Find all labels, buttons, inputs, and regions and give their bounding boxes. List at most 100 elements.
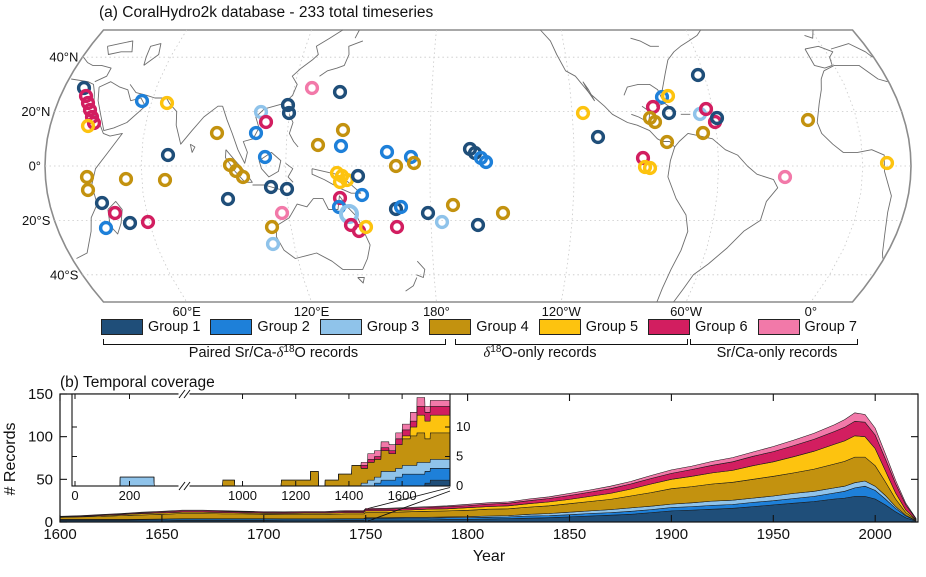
record-markers: [76, 67, 895, 252]
inset-chart: 0 200 1000 1200 1400 1600 0 5 10: [71, 389, 470, 503]
map-marker-group-4: [310, 137, 326, 153]
map-marker-group-1: [94, 195, 110, 211]
map-marker-group-5: [332, 174, 348, 190]
map-marker-group-1: [332, 84, 348, 100]
map-marker-group-2: [257, 149, 273, 165]
x-tick-label: 1950: [757, 526, 790, 543]
legend-category-label-2: δ18O-only records: [483, 344, 597, 361]
map-marker-group-5: [159, 95, 175, 111]
map-marker-group-6: [332, 190, 348, 206]
map-marker-group-1: [709, 110, 725, 126]
legend-item-group-4: Group 4: [429, 319, 529, 335]
map-marker-group-4: [157, 172, 173, 188]
map-marker-group-5: [80, 118, 96, 134]
x-tick-label: 1700: [247, 526, 280, 543]
legend-category-label-1: Paired Sr/Ca-δ18O records: [188, 344, 359, 361]
world-map: 40°N 20°N 0° 20°S 40°S 60°E 120°E 180° 120°W 60°W…: [21, 29, 912, 319]
legend-label: Group 5: [585, 319, 639, 335]
map-marker-group-1: [661, 105, 677, 121]
map-marker-group-2: [134, 93, 150, 109]
map-marker-group-6: [698, 101, 714, 117]
coastlines: [71, 29, 892, 303]
legend-bracket-2: [455, 339, 688, 345]
map-marker-group-1: [263, 179, 279, 195]
map-marker-group-7: [274, 205, 290, 221]
x-tick-label: 2000: [859, 526, 892, 543]
x-tick-label: 1650: [145, 526, 178, 543]
map-marker-group-6: [82, 102, 98, 118]
x-axis-label: Year: [473, 548, 506, 565]
map-marker-group-6: [140, 214, 156, 230]
y-tick-label: 150: [28, 386, 53, 403]
legend-bracket-3: [690, 339, 858, 345]
inset-y-tick-label: 10: [456, 419, 470, 434]
map-marker-group-4: [118, 171, 134, 187]
map-marker-group-3: [265, 236, 281, 252]
legend-item-group-3: Group 3: [319, 319, 420, 335]
temporal-coverage-chart: 1600 1650 1700 1750 1800 1850 1900 1950 20000501…: [28, 386, 919, 543]
map-lat-tick-label: 40°N: [49, 50, 78, 65]
legend-swatch-group-3: [319, 319, 362, 335]
map-marker-group-2: [248, 125, 264, 141]
legend-label: Group 3: [366, 319, 420, 335]
map-marker-group-5: [358, 219, 374, 235]
legend-item-group-7: Group 7: [757, 319, 857, 335]
map-marker-group-6: [78, 88, 94, 104]
map-marker-group-2: [478, 154, 494, 170]
legend-item-group-5: Group 5: [538, 319, 639, 335]
map-marker-group-1: [160, 147, 176, 163]
map-lat-tick-label: 0°: [29, 159, 41, 174]
map-marker-group-4: [80, 182, 96, 198]
map-marker-group-1: [690, 67, 706, 83]
map-marker-group-4: [388, 158, 404, 174]
map-marker-group-4: [79, 169, 95, 185]
map-marker-group-4: [695, 125, 711, 141]
map-lon-tick-label: 180°: [423, 304, 450, 319]
legend-label: Group 7: [804, 319, 857, 335]
map-marker-group-4: [659, 134, 675, 150]
map-marker-group-7: [777, 169, 793, 185]
map-marker-group-5: [575, 105, 591, 121]
y-tick-label: 50: [36, 471, 53, 488]
legend-label: Group 2: [257, 319, 310, 335]
inset-y-tick-label: 5: [456, 449, 463, 464]
map-marker-group-4: [335, 122, 351, 138]
map-marker-group-4: [406, 155, 422, 171]
temporal-panel-title: (b) Temporal coverage: [60, 374, 215, 391]
inset-x-tick-label: 0: [71, 488, 78, 503]
x-tick-label: 1750: [349, 526, 382, 543]
map-marker-group-6: [258, 114, 274, 130]
map-marker-group-3: [434, 214, 450, 230]
map-marker-group-2: [333, 138, 349, 154]
inset-x-tick-label: 200: [119, 488, 141, 503]
map-marker-group-7: [304, 80, 320, 96]
map-marker-group-4: [495, 205, 511, 221]
legend-item-group-6: Group 6: [648, 319, 748, 335]
legend-bracket-1: [103, 339, 446, 345]
map-lat-tick-label: 20°S: [22, 213, 51, 228]
map-marker-group-3: [339, 204, 359, 224]
map-lon-tick-label: 0°: [805, 304, 817, 319]
legend-swatch-group-2: [210, 319, 253, 335]
y-tick-label: 100: [28, 429, 53, 446]
map-lat-tick-label: 40°S: [50, 267, 79, 282]
map-marker-group-1: [122, 215, 138, 231]
map-marker-group-1: [220, 191, 236, 207]
map-marker-group-1: [350, 168, 366, 184]
legend-item-group-2: Group 2: [210, 319, 310, 335]
legend-label: Group 6: [695, 319, 748, 335]
map-marker-group-2: [354, 187, 370, 203]
map-marker-group-1: [281, 105, 297, 121]
map-marker-group-2: [654, 89, 670, 105]
map-marker-group-1: [590, 129, 606, 145]
map-marker-group-1: [420, 205, 436, 221]
map-marker-group-4: [264, 219, 280, 235]
legend-label: Group 4: [476, 319, 529, 335]
map-panel-title: (a) CoralHydro2k database - 233 total ti…: [99, 4, 434, 21]
legend: Group 1 Group 2 Group 3 Group 4 Group 5 Group…: [101, 319, 857, 335]
map-marker-group-1: [470, 217, 486, 233]
map-marker-group-2: [393, 199, 409, 215]
map-marker-group-1: [279, 181, 295, 197]
